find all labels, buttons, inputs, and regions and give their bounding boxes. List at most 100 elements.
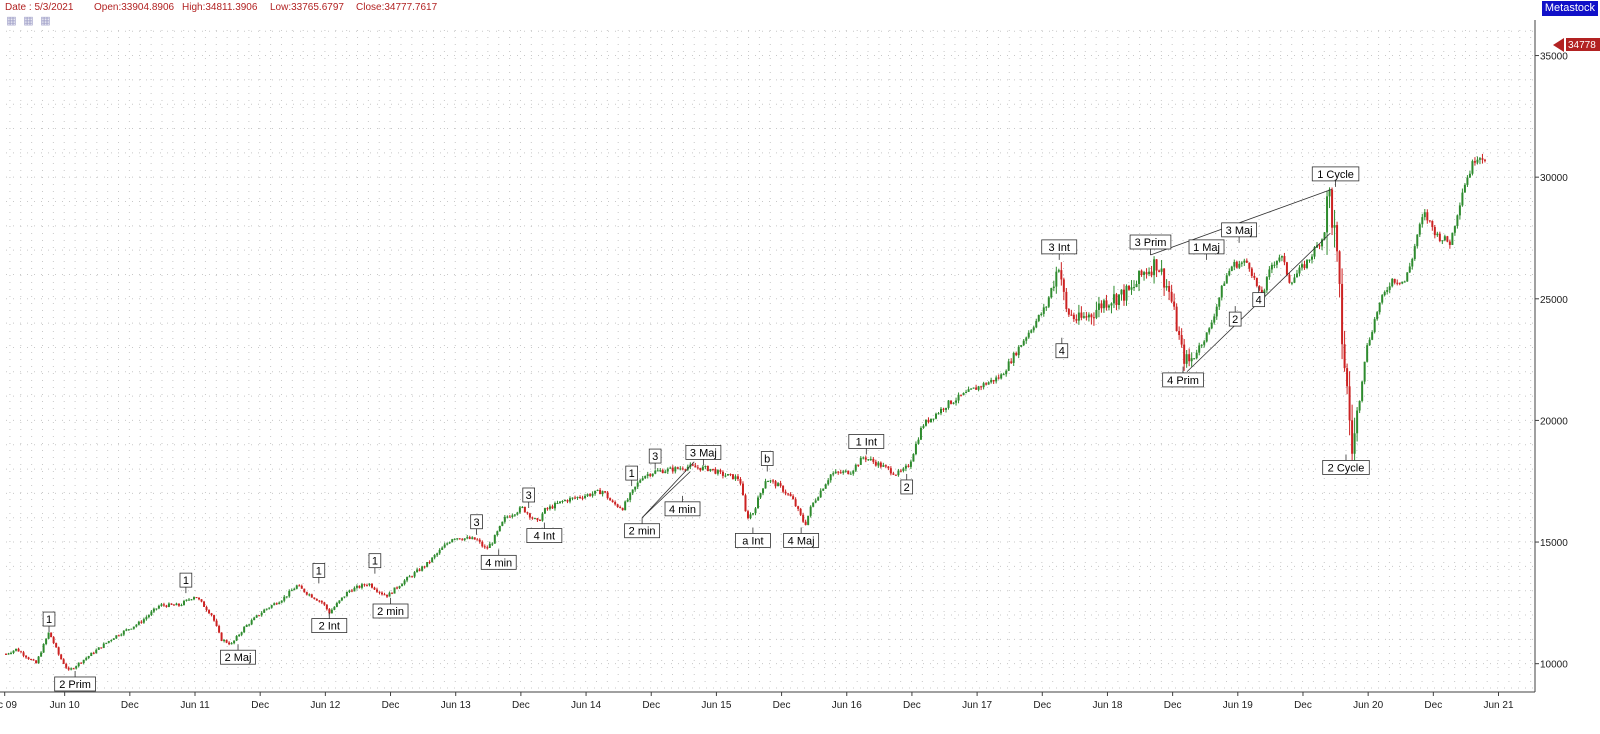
wave-label: b [760, 451, 774, 472]
candle [1483, 158, 1486, 163]
wave-label: 4 min [480, 549, 517, 570]
candle [794, 497, 797, 507]
chart-tool-icon[interactable]: ▦ [40, 15, 51, 27]
header-open: Open:33904.8906 [94, 2, 175, 13]
candle [709, 468, 712, 472]
x-tick-label: Dec [1033, 700, 1051, 711]
candle [774, 479, 777, 489]
last-price-tag: 34778 [1553, 38, 1600, 52]
candle [253, 616, 256, 621]
candle [957, 392, 960, 404]
chart-tool-icon[interactable]: ▦ [6, 15, 17, 27]
candle [924, 419, 927, 427]
candle [919, 426, 922, 441]
candle [107, 640, 110, 644]
candle [777, 481, 780, 487]
x-tick-label: Jun 18 [1092, 700, 1122, 711]
candle [308, 593, 311, 597]
wave-label-text: 3 [652, 451, 658, 463]
candle [315, 598, 318, 601]
candle [1025, 336, 1028, 344]
candle [198, 597, 201, 601]
header-low: Low:33765.6797 [270, 2, 344, 13]
candle [917, 437, 920, 445]
candle [1280, 255, 1283, 262]
x-tick-label: Jun 10 [50, 700, 80, 711]
wave-label-text: 2 min [629, 526, 656, 538]
candle [125, 628, 128, 632]
candle [940, 406, 943, 416]
candle [1090, 313, 1093, 325]
candle [35, 659, 38, 664]
candle [170, 603, 173, 606]
candle [947, 400, 950, 410]
candle [1391, 278, 1394, 288]
chart-tool-icon[interactable]: ▦ [23, 15, 34, 27]
candle [937, 411, 940, 415]
candle [852, 470, 855, 476]
candle [1275, 260, 1278, 269]
candle [443, 542, 446, 548]
wave-label: 3 Int [1041, 239, 1078, 260]
candle [1208, 327, 1211, 335]
candle [1173, 293, 1176, 310]
candle [1120, 289, 1123, 301]
candle [75, 665, 78, 670]
candle [1461, 188, 1464, 207]
candle [1468, 170, 1471, 179]
candles [5, 153, 1486, 671]
candle [60, 653, 63, 660]
candle [656, 467, 659, 472]
candle [87, 655, 90, 660]
candle [313, 597, 316, 600]
wave-label: 3 [470, 514, 483, 535]
wave-label: 2 [1228, 306, 1242, 327]
candle [365, 583, 368, 587]
candle [155, 608, 158, 611]
candle [1203, 339, 1206, 348]
candle [1022, 339, 1025, 347]
candle [1373, 317, 1376, 334]
candle [1453, 225, 1456, 236]
candle [1248, 262, 1251, 272]
candle [117, 634, 120, 637]
candle [233, 640, 236, 645]
candle [1225, 272, 1228, 284]
candle [1215, 304, 1218, 320]
candle [837, 471, 840, 475]
candle [303, 588, 306, 593]
y-tick-label: 30000 [1540, 173, 1568, 184]
wave-label-text: 2 min [377, 606, 404, 618]
candle [1481, 153, 1484, 164]
candle [1443, 234, 1446, 242]
candle [320, 600, 323, 605]
candle [1130, 280, 1133, 295]
candle [992, 379, 995, 385]
candle [922, 424, 925, 429]
candle [446, 542, 449, 546]
candle [1308, 259, 1311, 263]
candle [664, 469, 667, 474]
candle [1318, 244, 1321, 250]
candle [1165, 279, 1168, 291]
candle [112, 638, 115, 640]
candle [1102, 298, 1105, 313]
wave-label: 1 [179, 572, 193, 594]
candle [676, 466, 679, 470]
wave-label: 3 Prim [1129, 234, 1172, 256]
candle [1213, 313, 1216, 325]
candle [1107, 304, 1110, 311]
candle [1110, 302, 1113, 314]
candle [403, 579, 406, 586]
candle [147, 614, 150, 619]
trendlines [641, 188, 1332, 519]
candle [1343, 330, 1346, 372]
x-tick-label: Jun 16 [832, 700, 862, 711]
candle [513, 514, 516, 517]
candle [1383, 290, 1386, 297]
candle [1348, 371, 1351, 436]
candle [85, 656, 88, 661]
candle [340, 597, 343, 602]
